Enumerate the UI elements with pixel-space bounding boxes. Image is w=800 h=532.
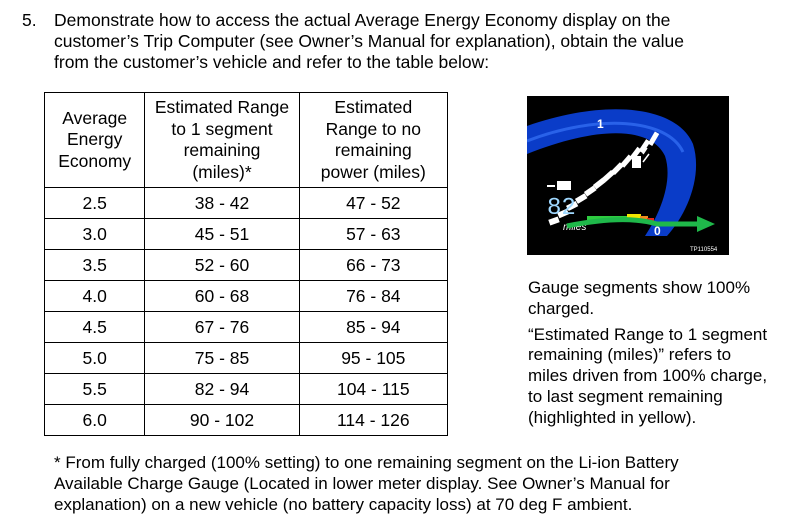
cell-economy: 5.0 — [43, 342, 146, 374]
header-line: Range to no — [325, 118, 421, 139]
gauge-green-arrow — [566, 217, 702, 229]
cell-economy: 3.5 — [43, 249, 146, 281]
table-row: 4.0 60 - 68 76 - 84 — [43, 280, 449, 312]
gauge-notes: Gauge segments show 100% charged. “Estim… — [528, 278, 796, 434]
cell-economy: 2.5 — [43, 187, 146, 219]
gauge-range-value: 82 — [547, 195, 576, 222]
header-line: Energy — [66, 129, 123, 150]
note-explanation: “Estimated Range to 1 segment remaining … — [528, 325, 796, 429]
plug-icon — [642, 147, 650, 163]
note-line: “Estimated Range to 1 segment — [528, 324, 768, 344]
gauge-band-highlight — [527, 121, 685, 153]
instruction-line: Demonstrate how to access the actual Ave… — [54, 10, 671, 30]
gauge-segment — [574, 193, 588, 204]
table-row: 2.5 38 - 42 47 - 52 — [43, 187, 449, 219]
table-row: 5.0 75 - 85 95 - 105 — [43, 342, 449, 374]
gauge-top-label: 1 — [597, 117, 604, 131]
cell-range-no-power: 76 - 84 — [298, 280, 449, 312]
instruction-text: Demonstrate how to access the actual Ave… — [54, 10, 774, 73]
arrow-head-icon — [697, 216, 715, 232]
footnote: * From fully charged (100% setting) to o… — [54, 452, 784, 515]
header-line: power (miles) — [320, 161, 426, 182]
cell-range-one-segment: 82 - 94 — [144, 373, 300, 405]
cell-range-one-segment: 45 - 51 — [144, 218, 300, 250]
header-range-to-no-power: Estimated Range to no remaining power (m… — [298, 92, 449, 188]
instruction-line: customer’s Trip Computer (see Owner’s Ma… — [54, 31, 684, 51]
gauge-bottom-label: 0 — [654, 224, 661, 238]
note-line: Gauge segments show 100% — [528, 278, 751, 297]
gauge-range-unit: miles — [563, 222, 586, 233]
footnote-line: explanation) on a new vehicle (no batter… — [54, 495, 633, 514]
cell-economy: 4.0 — [43, 280, 146, 312]
gauge-segment — [583, 185, 597, 197]
gauge-image-code: TP110554 — [690, 247, 718, 253]
footnote-line: Available Charge Gauge (Located in lower… — [54, 474, 670, 493]
gauge-segment — [557, 208, 570, 219]
gauge-segment — [638, 139, 651, 154]
table-header-row: Average Energy Economy Estimated Range t… — [43, 92, 449, 188]
note-line: miles driven from 100% charge, — [528, 366, 768, 386]
table-row: 5.5 82 - 94 104 - 115 — [43, 373, 449, 405]
cell-economy: 6.0 — [43, 404, 146, 436]
cell-range-no-power: 104 - 115 — [298, 373, 449, 405]
header-average-energy-economy: Average Energy Economy — [43, 92, 146, 188]
gauge-segment — [647, 131, 660, 147]
cell-range-one-segment: 90 - 102 — [144, 404, 300, 436]
battery-icon — [557, 181, 571, 190]
gauge-segment — [548, 216, 560, 226]
cell-range-no-power: 57 - 63 — [298, 218, 449, 250]
gauge-segment — [602, 169, 615, 183]
table-row: 3.0 45 - 51 57 - 63 — [43, 218, 449, 250]
cell-range-one-segment: 60 - 68 — [144, 280, 300, 312]
cell-range-one-segment: 52 - 60 — [144, 249, 300, 281]
table-row: 4.5 67 - 76 85 - 94 — [43, 311, 449, 343]
range-table: Average Energy Economy Estimated Range t… — [43, 92, 449, 436]
instruction-line: from the customer’s vehicle and refer to… — [54, 52, 490, 72]
header-line: Estimated — [334, 97, 413, 117]
gauge-segment — [592, 177, 606, 190]
gauge-segment — [566, 200, 579, 212]
header-line: (miles)* — [192, 161, 252, 182]
cell-range-no-power: 95 - 105 — [298, 342, 449, 374]
cell-economy: 5.5 — [43, 373, 146, 405]
note-line: charged. — [528, 298, 595, 318]
battery-gauge-image: 1 82 miles 0 TP110554 — [527, 96, 729, 255]
fuel-pump-icon — [632, 156, 641, 168]
note-charged: Gauge segments show 100% charged. — [528, 278, 796, 320]
note-line: (highlighted in yellow). — [528, 407, 697, 427]
header-line: Estimated Range — [154, 97, 290, 117]
header-line: Average — [62, 107, 128, 128]
cell-range-one-segment: 67 - 76 — [144, 311, 300, 343]
header-range-to-one-segment: Estimated Range to 1 segment remaining (… — [144, 92, 300, 188]
cell-range-no-power: 47 - 52 — [298, 187, 449, 219]
header-line: remaining — [334, 140, 412, 160]
header-line: to 1 segment — [171, 118, 273, 139]
cell-range-no-power: 114 - 126 — [298, 404, 449, 436]
cell-economy: 4.5 — [43, 311, 146, 343]
gauge-segment — [620, 154, 633, 168]
footnote-line: * From fully charged (100% setting) to o… — [54, 453, 679, 472]
header-line: Economy — [58, 150, 132, 171]
cell-economy: 3.0 — [43, 218, 146, 250]
gauge-segment — [611, 162, 624, 175]
cell-range-one-segment: 75 - 85 — [144, 342, 300, 374]
step-number: 5. — [22, 10, 37, 30]
cell-range-one-segment: 38 - 42 — [144, 187, 300, 219]
cell-range-no-power: 85 - 94 — [298, 311, 449, 343]
header-line: remaining — [183, 140, 261, 160]
note-line: to last segment remaining — [528, 386, 723, 406]
table-row: 3.5 52 - 60 66 - 73 — [43, 249, 449, 281]
note-line: remaining (miles)” refers to — [528, 345, 732, 365]
table-row: 6.0 90 - 102 114 - 126 — [43, 404, 449, 436]
gauge-low-segment — [627, 214, 641, 220]
cell-range-no-power: 66 - 73 — [298, 249, 449, 281]
